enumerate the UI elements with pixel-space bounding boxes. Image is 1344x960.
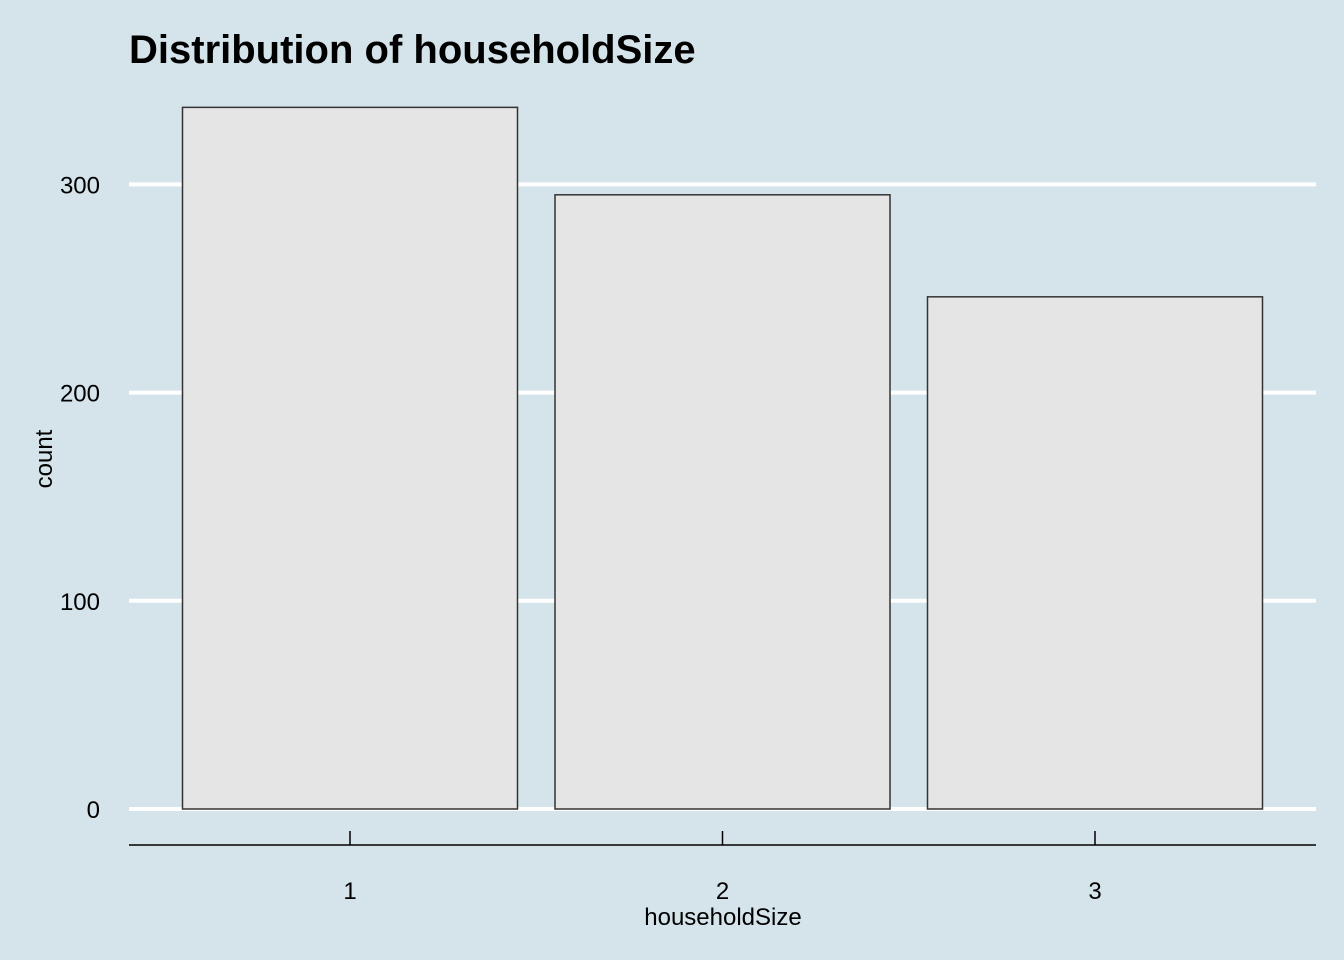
y-tick-label-100: 100 [60,589,100,616]
x-axis [129,831,1316,846]
x-tick-label-3: 3 [1088,878,1101,905]
x-axis-tick-labels: 1 2 3 [343,878,1101,905]
y-tick-label-0: 0 [87,797,100,824]
bars [181,106,1264,810]
y-tick-label-300: 300 [60,172,100,199]
x-tick-label-1: 1 [343,878,356,905]
bar-1 [181,106,519,810]
y-tick-label-200: 200 [60,381,100,408]
bar-2 [554,194,891,810]
bar-3 [926,296,1264,810]
x-axis-title: householdSize [644,904,801,931]
chart-title: Distribution of householdSize [129,28,696,72]
y-axis-tick-labels: 0 100 200 300 [60,172,100,824]
y-axis-title: count [31,429,58,488]
x-tick-label-2: 2 [716,878,729,905]
